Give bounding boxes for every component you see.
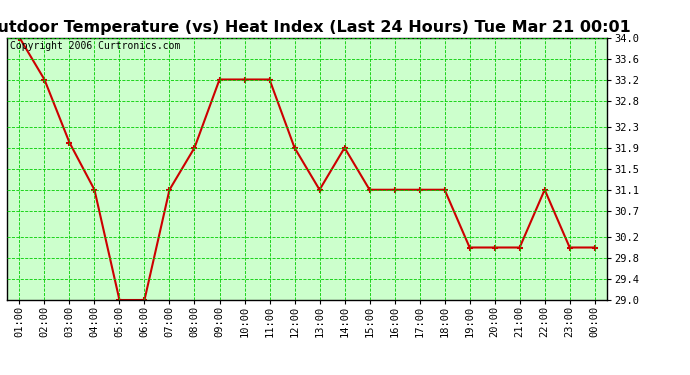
Text: Copyright 2006 Curtronics.com: Copyright 2006 Curtronics.com [10,42,180,51]
Title: Outdoor Temperature (vs) Heat Index (Last 24 Hours) Tue Mar 21 00:01: Outdoor Temperature (vs) Heat Index (Las… [0,20,631,35]
